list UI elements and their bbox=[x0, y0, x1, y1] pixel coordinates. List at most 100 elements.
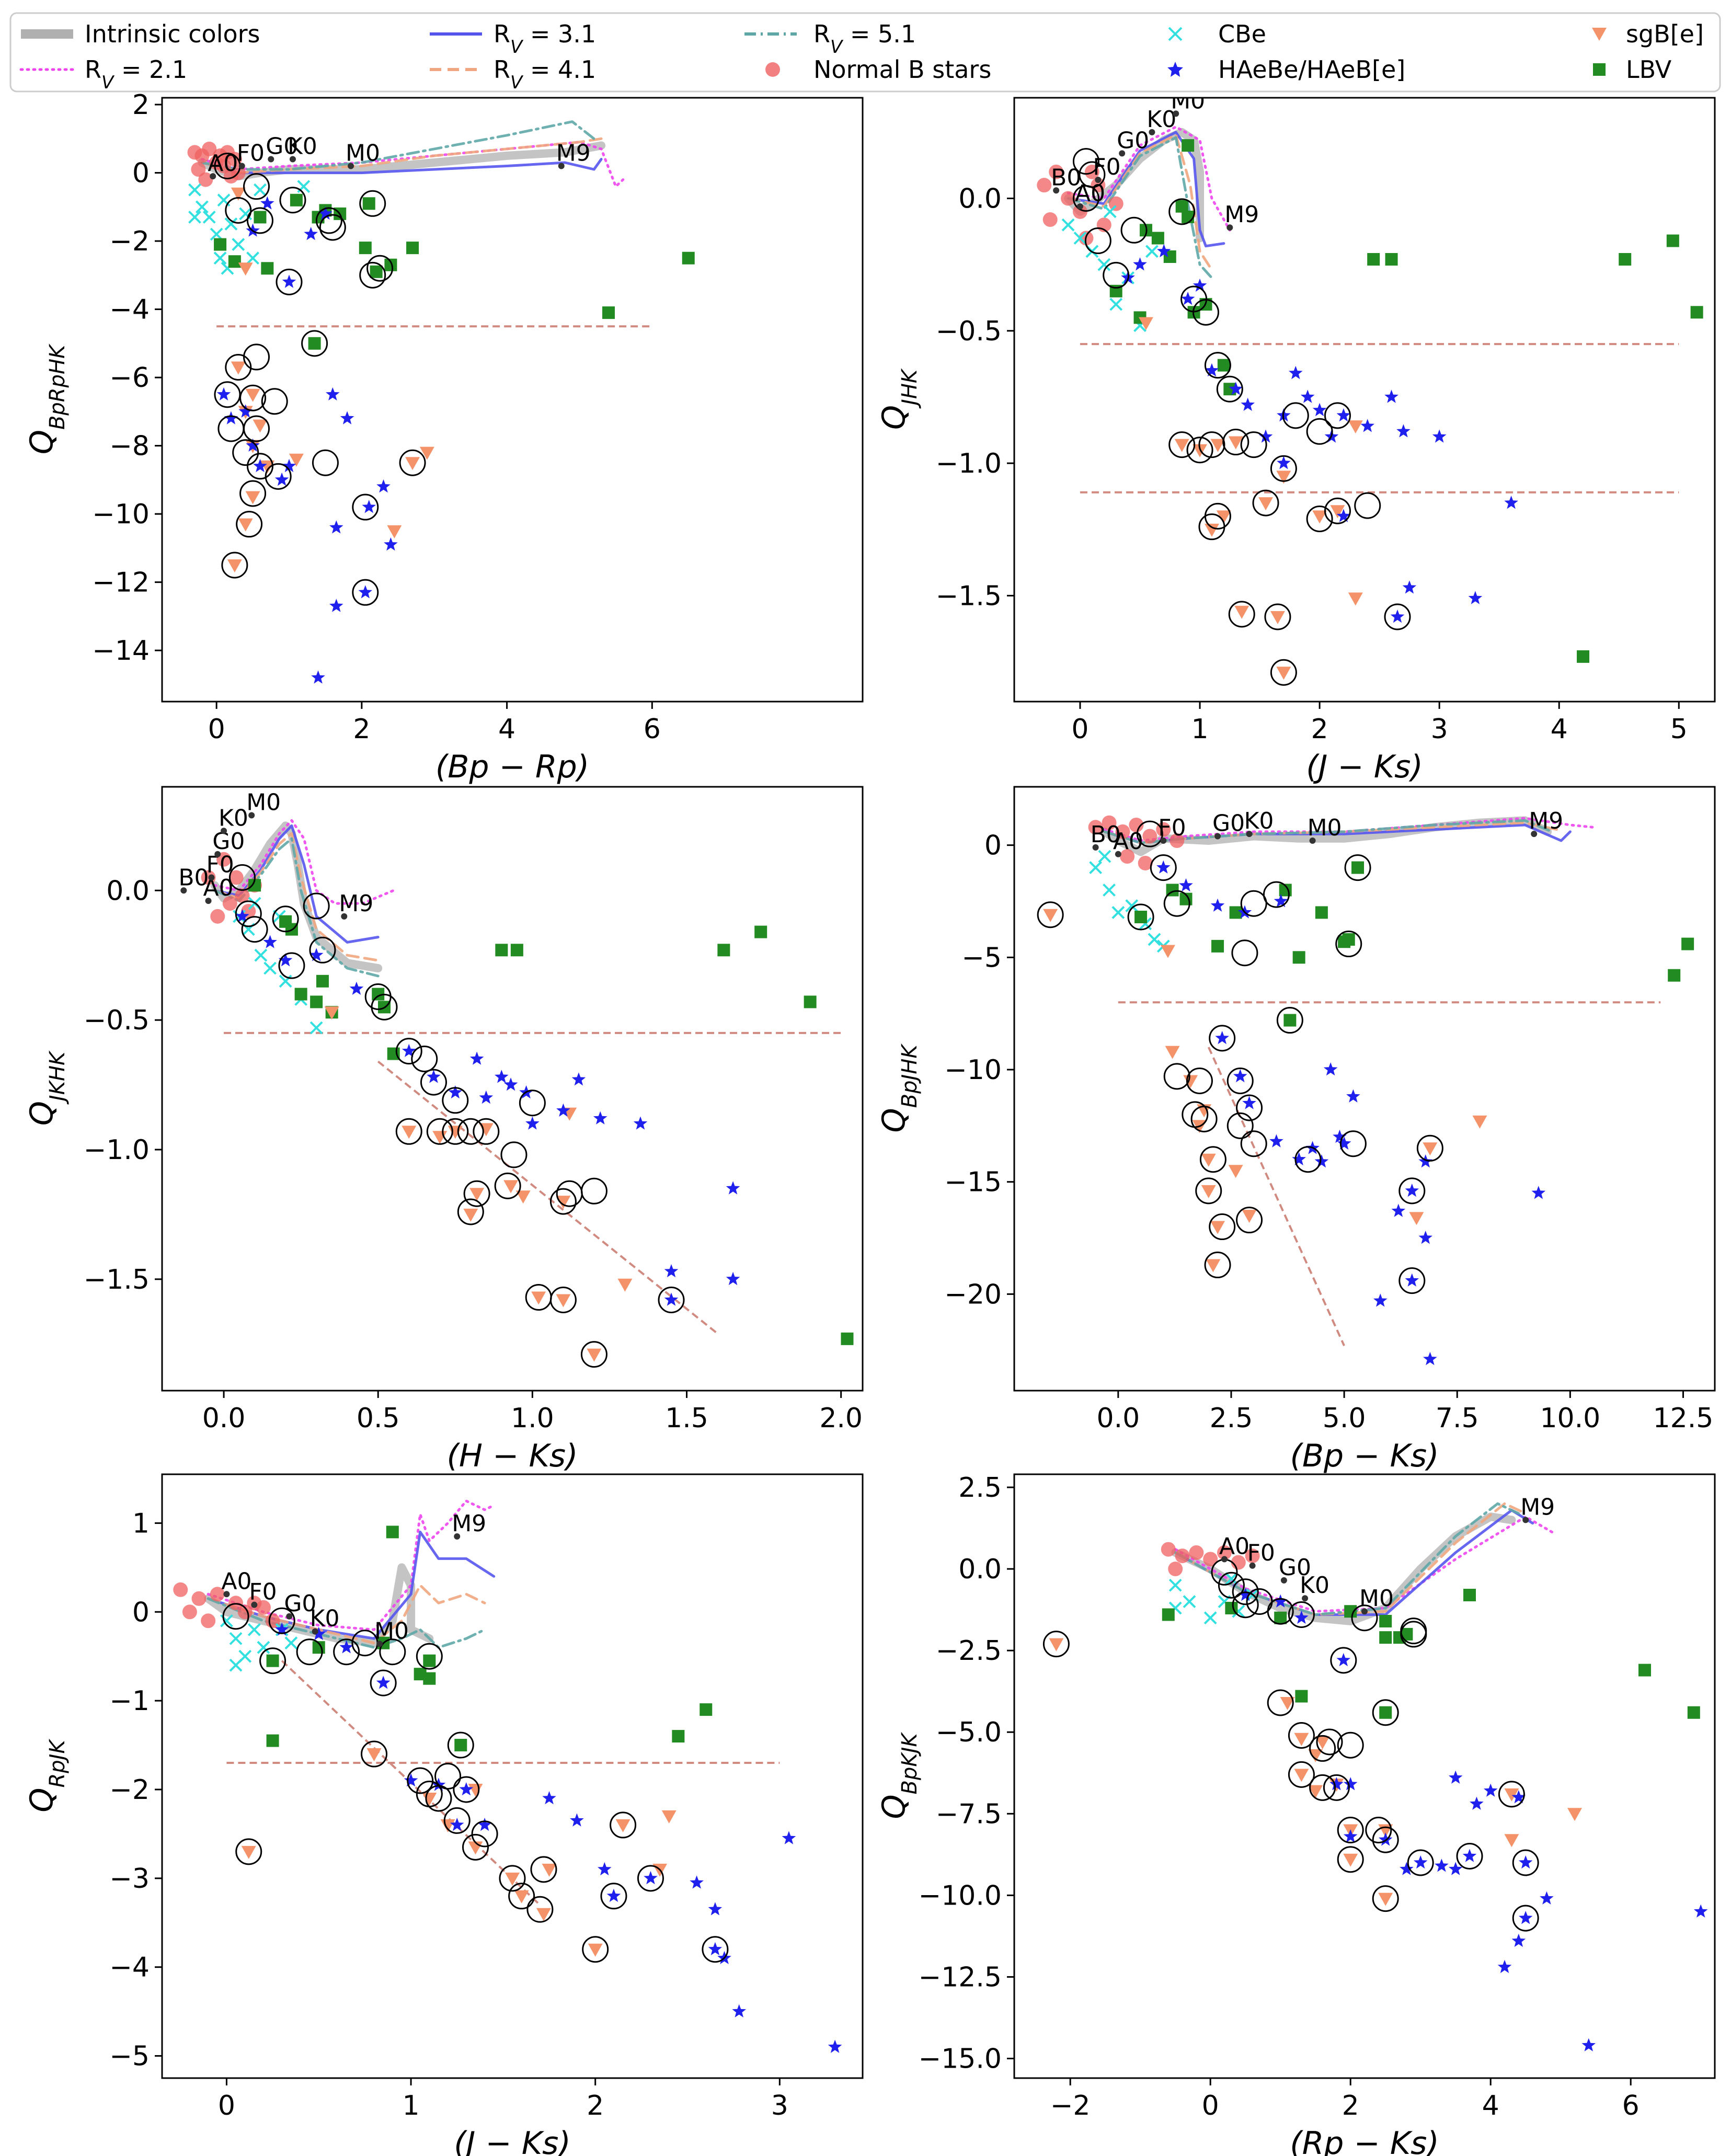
point-normalB bbox=[1175, 1549, 1190, 1564]
point-haebe bbox=[1241, 397, 1255, 411]
circled-marker bbox=[246, 207, 273, 234]
circled-marker bbox=[580, 1177, 607, 1205]
point-lbv bbox=[294, 988, 307, 1001]
point-sgb bbox=[1280, 1697, 1295, 1711]
circled-marker bbox=[1222, 429, 1249, 456]
circled-marker bbox=[457, 1198, 484, 1225]
point-sgb bbox=[1312, 510, 1327, 524]
circled-marker bbox=[1240, 890, 1267, 917]
axes-frame bbox=[1013, 97, 1716, 703]
point-cbe bbox=[1224, 1572, 1238, 1586]
point-haebe bbox=[664, 1292, 679, 1306]
point-normalB bbox=[1042, 212, 1058, 227]
point-sgb bbox=[1308, 1785, 1323, 1798]
point-lbv bbox=[1385, 253, 1398, 266]
point-cbe bbox=[309, 1021, 323, 1035]
circled-marker bbox=[359, 261, 386, 289]
spectral-label: M0 bbox=[374, 1618, 409, 1644]
point-sgb bbox=[402, 1126, 417, 1139]
circled-marker bbox=[319, 214, 346, 241]
circled-marker bbox=[1324, 402, 1351, 429]
y-tick-label: −1.0 bbox=[936, 448, 1002, 479]
circled-marker bbox=[1339, 1130, 1367, 1157]
axes-frame bbox=[161, 786, 864, 1392]
point-sgb bbox=[245, 388, 260, 402]
point-sgb bbox=[1348, 592, 1363, 606]
point-haebe bbox=[708, 1942, 723, 1955]
legend: Intrinsic colors RV = 2.1 RV = 3.1 RV = … bbox=[9, 12, 1721, 93]
curve-rv41 bbox=[207, 1584, 486, 1645]
circled-marker bbox=[1372, 1885, 1399, 1912]
point-cbe bbox=[1148, 933, 1161, 946]
circled-marker bbox=[243, 415, 270, 442]
x-tick-label: 0 bbox=[208, 714, 225, 745]
point-lbv bbox=[510, 944, 523, 957]
point-lbv bbox=[1134, 911, 1148, 924]
circled-marker bbox=[399, 449, 426, 476]
y-tick-label: −2 bbox=[109, 226, 150, 257]
spectral-point bbox=[248, 812, 255, 819]
point-lbv bbox=[370, 265, 383, 278]
point-normalB bbox=[228, 870, 244, 885]
point-lbv bbox=[672, 1730, 685, 1743]
circled-marker bbox=[379, 1638, 406, 1666]
point-haebe bbox=[1391, 1203, 1406, 1217]
circled-marker bbox=[1228, 601, 1255, 628]
point-haebe bbox=[598, 1862, 612, 1876]
point-haebe bbox=[1205, 363, 1219, 377]
point-cbe bbox=[257, 1641, 270, 1654]
y-tick-label: −15 bbox=[944, 1167, 1002, 1198]
circled-marker bbox=[1084, 227, 1111, 255]
circled-marker bbox=[1337, 1731, 1364, 1759]
point-haebe bbox=[362, 500, 376, 513]
point-sgb bbox=[615, 1819, 631, 1832]
circled-marker bbox=[434, 1763, 462, 1790]
legend-handle-normalB bbox=[765, 62, 780, 77]
circled-marker bbox=[447, 1731, 474, 1759]
spectral-point bbox=[454, 1533, 461, 1540]
point-haebe bbox=[358, 585, 373, 599]
point-cbe bbox=[1073, 232, 1087, 245]
point-cbe bbox=[1125, 899, 1139, 912]
point-sgb bbox=[1423, 1142, 1438, 1156]
point-haebe bbox=[224, 411, 238, 425]
circled-marker bbox=[1209, 1213, 1236, 1241]
spectral-label: B0 bbox=[1091, 821, 1121, 848]
point-haebe bbox=[1157, 244, 1171, 258]
point-sgb bbox=[542, 1863, 557, 1877]
point-haebe bbox=[726, 1271, 740, 1286]
x-tick-label: 0 bbox=[1071, 714, 1088, 745]
axes-frame bbox=[161, 1473, 864, 2079]
point-haebe bbox=[593, 1111, 607, 1125]
circled-marker bbox=[473, 1118, 500, 1145]
point-haebe bbox=[1384, 389, 1398, 403]
point-haebe bbox=[1405, 1273, 1419, 1287]
point-normalB bbox=[198, 172, 213, 187]
spectral-point bbox=[1226, 224, 1233, 231]
reference-line bbox=[1207, 1047, 1345, 1346]
y-tick-label: −6 bbox=[109, 362, 150, 394]
circled-marker bbox=[580, 1341, 607, 1368]
point-lbv bbox=[384, 258, 397, 271]
point-haebe bbox=[402, 1043, 416, 1057]
point-sgb bbox=[1343, 1853, 1358, 1867]
point-haebe bbox=[282, 458, 296, 473]
circled-marker bbox=[235, 1838, 262, 1865]
x-tick-label: 2 bbox=[1342, 2090, 1359, 2121]
spectral-point bbox=[1531, 831, 1538, 838]
point-lbv bbox=[228, 255, 241, 268]
point-sgb bbox=[503, 1180, 519, 1194]
spectral-point bbox=[205, 898, 212, 904]
point-haebe bbox=[1470, 1796, 1484, 1810]
point-lbv bbox=[308, 337, 321, 350]
y-tick-label: −1.0 bbox=[84, 1134, 150, 1166]
circled-marker bbox=[1335, 931, 1362, 958]
point-cbe bbox=[247, 1623, 261, 1636]
circled-marker bbox=[1267, 1598, 1294, 1625]
point-haebe bbox=[606, 1888, 621, 1902]
spectral-point bbox=[214, 851, 221, 857]
x-tick-label: 0 bbox=[1202, 2090, 1219, 2121]
x-tick-label: 1.0 bbox=[511, 1403, 554, 1434]
y-tick-label: −10.0 bbox=[919, 1880, 1002, 1911]
circled-marker bbox=[1316, 1728, 1343, 1756]
